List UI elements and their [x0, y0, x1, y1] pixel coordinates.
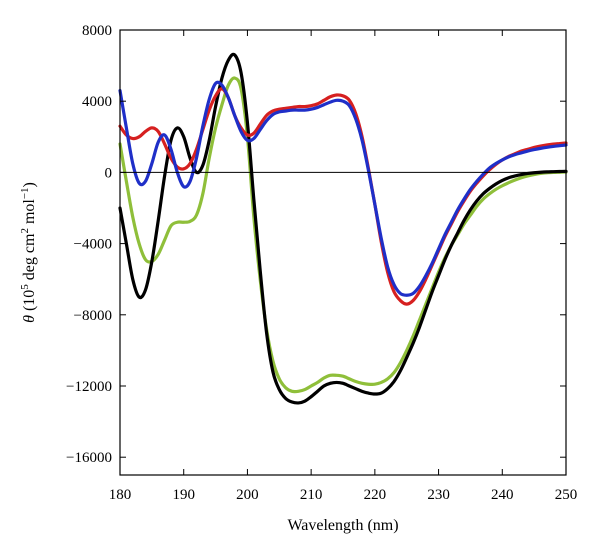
plot-frame	[119, 29, 567, 476]
y-axis-unit-part: deg cm	[21, 233, 38, 284]
y-axis-unit-part: mol	[21, 199, 38, 228]
x-tick-label: 240	[491, 487, 514, 503]
x-tick-label: 200	[236, 487, 259, 503]
y-axis-unit-part: 2	[19, 228, 31, 234]
x-tick-label: 180	[109, 487, 132, 503]
y-axis-unit-part: )	[21, 182, 38, 187]
x-tick-label: 230	[427, 487, 450, 503]
y-tick-label: 8000	[82, 23, 112, 39]
y-tick-label: 0	[105, 165, 113, 181]
x-tick-label: 250	[555, 487, 578, 503]
series-line-2	[118, 52, 568, 405]
y-axis-symbol: θ	[21, 315, 38, 323]
x-axis-title: Wavelength (nm)	[287, 517, 398, 534]
y-tick-label: 4000	[82, 94, 112, 110]
y-tick-label: −16000	[66, 450, 112, 466]
y-axis-title: θ (105 deg cm2 mol−1)	[19, 182, 38, 323]
y-tick-labels: −16000 −12000 −8000 −4000 0 4000 8000	[66, 23, 112, 466]
series-layer	[118, 52, 568, 405]
y-axis-unit-part: −1	[19, 187, 31, 199]
y-tick-label: −8000	[74, 308, 112, 324]
x-tick-label: 190	[172, 487, 195, 503]
y-axis-unit-part: (10	[21, 290, 38, 315]
series-line-4	[118, 80, 568, 297]
x-tick-label: 210	[300, 487, 323, 503]
y-axis-unit-part: 5	[19, 284, 31, 290]
series-line-1	[118, 76, 568, 394]
x-tick-labels: 180 190 200 210 220 230 240 250	[109, 487, 578, 503]
series-line-3	[118, 87, 568, 306]
y-tick-label: −12000	[66, 379, 112, 395]
x-tick-label: 220	[364, 487, 387, 503]
y-tick-label: −4000	[74, 237, 112, 253]
